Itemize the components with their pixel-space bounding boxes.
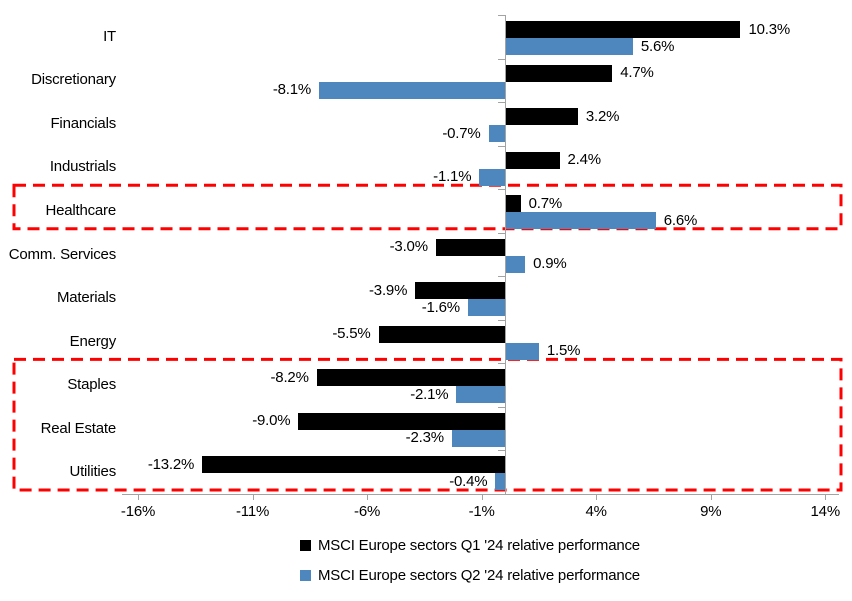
bar-value-series2-financials: -0.7% xyxy=(442,124,481,142)
category-label-staples: Staples xyxy=(67,376,116,394)
bar-value-series1-comm-services: -3.0% xyxy=(389,238,428,256)
category-label-utilities: Utilities xyxy=(69,463,116,481)
bar-value-series1-real-estate: -9.0% xyxy=(252,412,291,430)
legend-swatch-q1-icon xyxy=(300,539,311,551)
category-label-materials: Materials xyxy=(56,289,116,307)
value-axis xyxy=(122,494,839,495)
bar-series1-discretionary xyxy=(504,64,613,82)
category-label-it: IT xyxy=(103,27,116,45)
bar-series2-it xyxy=(504,38,633,55)
value-axis-tick xyxy=(138,494,140,500)
category-axis-tick xyxy=(497,450,505,452)
category-label-financials: Financials xyxy=(50,114,116,132)
category-axis-tick xyxy=(497,276,505,278)
category-axis-tick xyxy=(497,189,505,191)
bar-series1-energy xyxy=(378,325,505,343)
bar-value-series1-energy: -5.5% xyxy=(332,325,371,343)
bar-series2-industrials xyxy=(479,168,505,186)
bar-value-series1-it: 10.3% xyxy=(748,20,791,38)
value-axis-tick-label-11: -11% xyxy=(236,503,270,520)
bar-series1-staples xyxy=(316,369,505,387)
highlight-box-1 xyxy=(12,183,843,231)
bar-value-series2-energy: 1.5% xyxy=(546,342,581,360)
bar-series2-energy xyxy=(504,342,539,360)
bar-series1-real-estate xyxy=(298,412,505,430)
value-axis-tick-label-16: -16% xyxy=(120,503,156,520)
bar-value-series1-healthcare: 0.7% xyxy=(528,194,563,212)
category-axis-tick xyxy=(497,363,505,365)
bar-value-series1-staples: -8.2% xyxy=(270,368,309,386)
legend-label-q1: MSCI Europe sectors Q1 '24 relative perf… xyxy=(318,536,640,554)
bar-series2-utilities xyxy=(495,473,505,491)
category-axis-tick xyxy=(497,232,505,234)
value-axis-tick xyxy=(596,494,598,500)
bar-series2-real-estate xyxy=(451,429,505,447)
bar-series1-materials xyxy=(415,282,505,300)
category-axis xyxy=(504,15,506,494)
category-label-discretionary: Discretionary xyxy=(31,71,116,89)
bar-value-series2-discretionary: -8.1% xyxy=(272,81,311,99)
category-label-real-estate: Real Estate xyxy=(40,419,117,437)
category-axis-tick xyxy=(497,406,505,408)
legend-item-q2: MSCI Europe sectors Q2 '24 relative perf… xyxy=(300,566,640,584)
bar-series2-comm-services xyxy=(504,255,526,273)
legend-swatch-q2-icon xyxy=(300,569,311,581)
bar-series1-utilities xyxy=(202,456,505,474)
value-axis-tick-label-4: 4% xyxy=(585,503,607,520)
value-axis-tick-label-6: -6% xyxy=(354,503,381,520)
category-label-industrials: Industrials xyxy=(49,158,116,176)
bar-value-series2-comm-services: 0.9% xyxy=(533,255,567,273)
bar-series2-financials xyxy=(488,125,505,143)
category-axis-tick xyxy=(497,58,505,60)
legend-label-q2: MSCI Europe sectors Q2 '24 relative perf… xyxy=(318,566,640,584)
category-axis-tick xyxy=(497,319,505,321)
bar-value-series1-utilities: -13.2% xyxy=(147,455,195,473)
bar-value-series2-staples: -2.1% xyxy=(410,385,449,403)
category-axis-tick xyxy=(497,102,505,104)
value-axis-tick xyxy=(710,494,712,500)
bar-value-series2-real-estate: -2.3% xyxy=(405,429,444,447)
bar-series2-healthcare xyxy=(504,212,656,230)
category-label-energy: Energy xyxy=(69,332,117,350)
category-label-healthcare: Healthcare xyxy=(45,201,116,219)
bar-series1-industrials xyxy=(504,151,560,169)
bar-series1-financials xyxy=(504,108,578,126)
bar-value-series2-industrials: -1.1% xyxy=(433,168,472,186)
value-axis-tick-label-1: -1% xyxy=(468,503,495,520)
bar-value-series2-healthcare: 6.6% xyxy=(663,211,698,229)
bar-series2-staples xyxy=(456,386,505,404)
value-axis-tick-label-14: 14% xyxy=(810,503,841,520)
bar-series1-healthcare xyxy=(504,195,521,213)
bar-value-series2-materials: -1.6% xyxy=(421,298,460,316)
bar-series1-it xyxy=(504,21,741,38)
legend-item-q1: MSCI Europe sectors Q1 '24 relative perf… xyxy=(300,536,640,554)
bar-value-series2-it: 5.6% xyxy=(640,37,675,55)
category-label-comm-services: Comm. Services xyxy=(8,245,116,263)
value-axis-tick xyxy=(825,494,827,500)
legend: MSCI Europe sectors Q1 '24 relative perf… xyxy=(300,536,640,596)
bar-value-series1-materials: -3.9% xyxy=(369,281,408,299)
value-axis-tick-label-9: 9% xyxy=(700,503,722,520)
value-axis-tick xyxy=(481,494,483,500)
bar-value-series1-discretionary: 4.7% xyxy=(620,64,654,82)
bar-value-series1-financials: 3.2% xyxy=(585,107,620,125)
bar-series2-materials xyxy=(467,299,505,317)
bar-series2-discretionary xyxy=(319,81,505,99)
bar-value-series2-utilities: -0.4% xyxy=(449,472,488,490)
category-axis-tick xyxy=(497,145,505,147)
value-axis-tick xyxy=(367,494,369,500)
category-axis-tick xyxy=(497,15,505,16)
bar-value-series1-industrials: 2.4% xyxy=(567,151,602,169)
bar-series1-comm-services xyxy=(435,238,505,256)
value-axis-tick xyxy=(252,494,254,500)
